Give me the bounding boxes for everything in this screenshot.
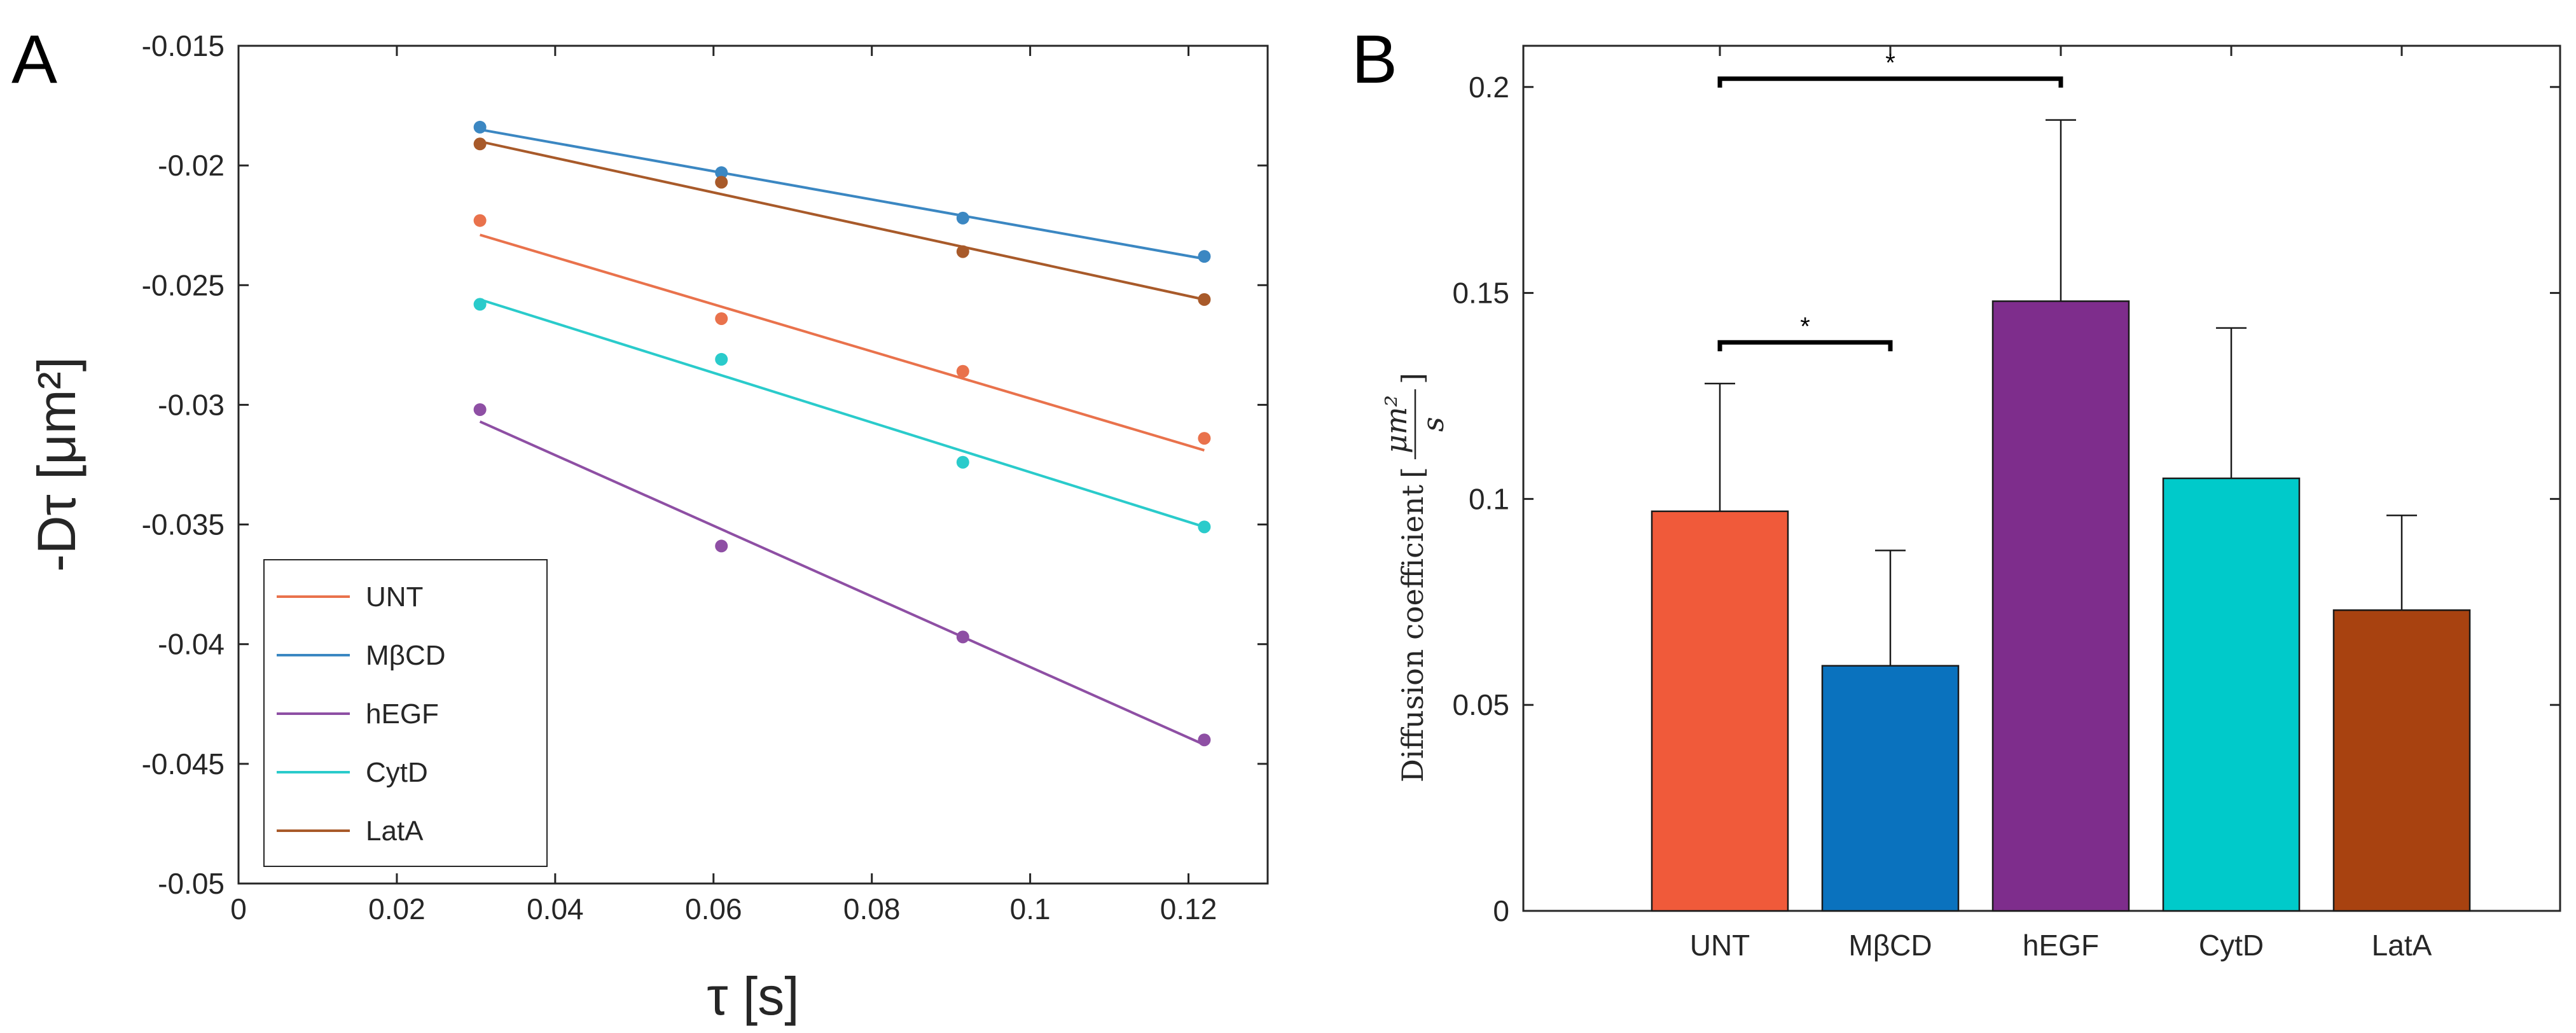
- fit-line-lata: [480, 140, 1205, 301]
- x-tick-label-unt: UNT: [1690, 929, 1750, 962]
- significance-label: *: [1800, 312, 1810, 340]
- data-point-lata: [956, 245, 969, 258]
- y-tick-label: 0.1: [1469, 482, 1509, 515]
- panel-a-legend: UNT MβCD hEGF CytD LatA: [263, 559, 548, 867]
- data-point-m-cd: [956, 211, 969, 225]
- panel-b-y-axis-unit-numerator: μm²: [1379, 395, 1413, 454]
- panel-b-y-axis-unit-denominator: s: [1416, 417, 1450, 432]
- panel-a-letter: A: [11, 20, 57, 97]
- panel-b-y-axis-label: Diffusion coefficient [ μm² s ]: [1379, 373, 1450, 782]
- panel-b-error-bars: [1705, 119, 2417, 666]
- x-tick-label: 0.08: [843, 892, 901, 926]
- data-point-hegf: [956, 630, 969, 644]
- y-tick-label: 0.05: [1452, 688, 1509, 721]
- fit-line-unt: [480, 233, 1205, 452]
- panel-a-y-axis-label: -Dτ [μm²]: [27, 357, 87, 572]
- x-tick-label: 0.1: [1010, 892, 1051, 926]
- x-tick-label-lata: LatA: [2372, 929, 2432, 962]
- bar-lata: [2332, 609, 2471, 912]
- data-point-m-cd: [473, 120, 487, 134]
- panel-b-significance: **: [1717, 49, 2063, 352]
- significance-bracket-unt-m-cd: [1717, 340, 1893, 352]
- fit-line-cytd: [480, 298, 1205, 529]
- bar-m-cd: [1821, 665, 1960, 912]
- legend-label-lata: LatA: [366, 815, 424, 847]
- x-tick-label: 0.02: [368, 892, 426, 926]
- data-point-lata: [1198, 293, 1211, 306]
- fit-line-m-cd: [480, 128, 1205, 260]
- bar-unt: [1651, 510, 1789, 912]
- y-tick-label: -0.015: [142, 29, 225, 62]
- data-point-unt: [956, 364, 969, 378]
- data-point-cytd: [473, 298, 487, 311]
- y-tick-label: 0.2: [1469, 71, 1509, 104]
- legend-label-hegf: hEGF: [366, 698, 439, 730]
- data-point-hegf: [715, 539, 728, 553]
- data-point-hegf: [473, 403, 487, 416]
- data-point-m-cd: [1198, 250, 1211, 263]
- data-point-unt: [473, 214, 487, 227]
- data-point-cytd: [956, 455, 969, 469]
- panel-a-x-axis-label: τ [s]: [707, 966, 799, 1026]
- panel-b-bars: [1651, 300, 2471, 912]
- fit-line-hegf: [479, 420, 1205, 746]
- legend-label-cytd: CytD: [366, 757, 428, 788]
- panel-b-letter: B: [1352, 20, 1397, 97]
- y-tick-label: -0.02: [158, 149, 225, 182]
- x-tick-label-hegf: hEGF: [2023, 929, 2099, 962]
- x-tick-label: 0.12: [1160, 892, 1217, 926]
- data-point-lata: [715, 176, 728, 189]
- legend-label-m-cd: MβCD: [366, 640, 446, 671]
- data-point-cytd: [715, 352, 728, 366]
- data-point-lata: [473, 137, 487, 151]
- data-point-unt: [715, 312, 728, 325]
- panel-a-fit-lines: [479, 128, 1205, 746]
- x-tick-label: 0: [230, 892, 247, 926]
- panel-b-y-axis-label-bracket-open: [: [1395, 467, 1430, 478]
- y-tick-label: 0: [1493, 894, 1509, 927]
- y-tick-label: -0.03: [158, 388, 225, 421]
- y-tick-label: -0.04: [158, 628, 225, 661]
- x-tick-label-cytd: CytD: [2199, 929, 2264, 962]
- panel-b-ticks: 0 0.05 0.1 0.15 0.2 UNT MβCD hEGF CytD LatA: [1452, 46, 2560, 962]
- significance-bracket-unt-hegf: [1717, 76, 2063, 88]
- data-point-unt: [1198, 432, 1211, 445]
- y-tick-label: -0.05: [158, 867, 225, 900]
- legend-label-unt: UNT: [366, 581, 423, 613]
- panel-b-y-axis-label-text: Diffusion coefficient: [1395, 484, 1430, 782]
- panel-b-y-axis-label-bracket-close: ]: [1395, 373, 1430, 384]
- bar-hegf: [1991, 300, 2130, 912]
- panel-a-chart: 0 0.02 0.04 0.06 0.08 0.1 0.12 -0.015 -0.02 -0.02…: [27, 29, 1269, 1026]
- data-point-m-cd: [715, 166, 728, 179]
- y-tick-label: -0.045: [142, 747, 225, 780]
- data-point-hegf: [1198, 733, 1211, 747]
- data-point-cytd: [1198, 520, 1211, 534]
- significance-label: *: [1885, 49, 1895, 77]
- panel-a-ticks: 0 0.02 0.04 0.06 0.08 0.1 0.12 -0.015 -0.02 -0.02…: [142, 29, 1268, 926]
- x-tick-label-m-cd: MβCD: [1848, 929, 1932, 962]
- bar-cytd: [2162, 477, 2301, 912]
- panel-a-data-points: [473, 120, 1211, 747]
- y-tick-label: 0.15: [1452, 277, 1509, 310]
- y-tick-label: -0.035: [142, 508, 225, 541]
- y-tick-label: -0.025: [142, 268, 225, 302]
- x-tick-label: 0.04: [527, 892, 584, 926]
- x-tick-label: 0.06: [685, 892, 742, 926]
